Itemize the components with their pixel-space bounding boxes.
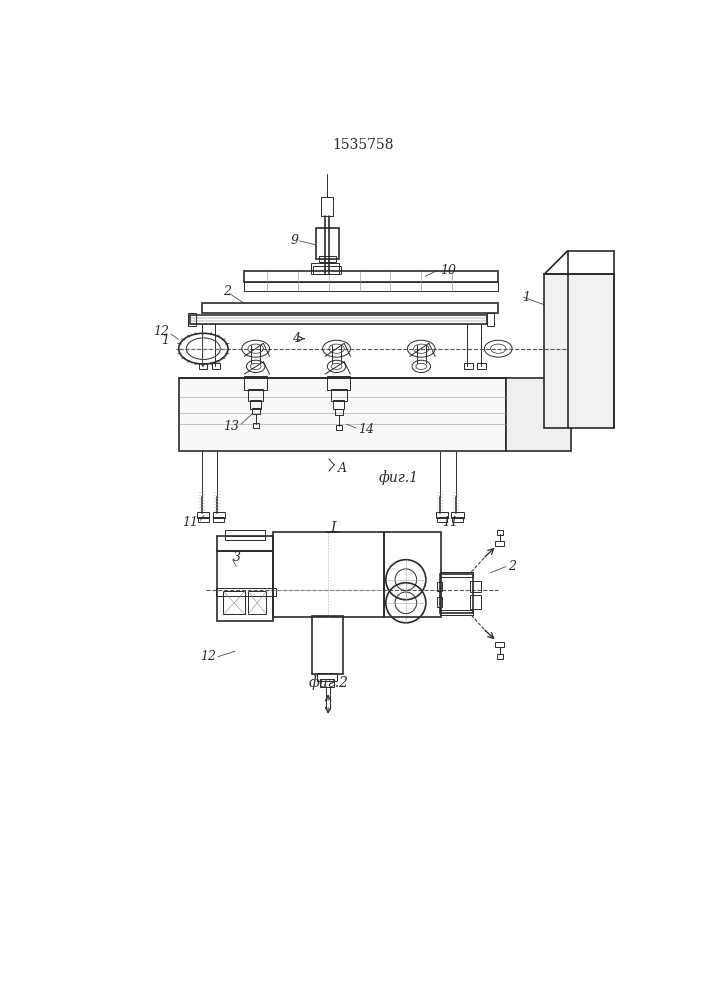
Text: 12: 12 — [153, 325, 170, 338]
Bar — [319, 256, 336, 262]
Bar — [477, 363, 486, 369]
Bar — [438, 582, 442, 591]
Text: 13: 13 — [223, 420, 239, 433]
Text: 9: 9 — [290, 234, 298, 247]
Bar — [273, 532, 385, 617]
Bar — [252, 408, 259, 414]
Bar — [334, 400, 344, 409]
Bar — [198, 517, 209, 522]
Bar — [436, 512, 448, 518]
Bar — [216, 588, 276, 596]
Bar — [385, 532, 441, 617]
Bar — [320, 679, 334, 687]
Text: 2: 2 — [508, 560, 516, 573]
Bar — [506, 378, 571, 451]
Bar — [213, 512, 225, 518]
Bar — [217, 536, 273, 551]
Bar — [190, 315, 486, 324]
Bar — [438, 597, 442, 607]
Text: 1: 1 — [161, 334, 170, 347]
Text: 2: 2 — [223, 285, 231, 298]
Bar — [464, 363, 473, 369]
Bar — [311, 263, 339, 274]
Bar — [201, 303, 498, 312]
Bar — [244, 282, 498, 291]
Bar — [495, 642, 504, 647]
Text: A: A — [338, 462, 347, 475]
Bar — [244, 271, 498, 282]
Bar — [312, 616, 343, 674]
Bar — [486, 312, 494, 326]
Bar — [336, 425, 342, 430]
Bar — [214, 517, 224, 522]
Bar — [451, 512, 464, 518]
Bar — [437, 517, 448, 522]
Bar — [188, 312, 196, 326]
Bar — [223, 591, 245, 614]
Bar — [335, 409, 343, 415]
Bar — [179, 378, 506, 451]
Bar — [316, 228, 339, 259]
Bar — [250, 400, 261, 409]
Text: 4: 4 — [293, 332, 300, 345]
Bar — [252, 423, 259, 428]
Text: 11: 11 — [182, 516, 198, 529]
Bar — [244, 376, 267, 389]
Text: 14: 14 — [358, 423, 374, 436]
Bar — [223, 591, 245, 614]
Text: фиг.2: фиг.2 — [309, 675, 349, 690]
Bar — [317, 673, 337, 681]
Bar — [199, 363, 207, 369]
Bar — [440, 610, 473, 615]
Bar — [544, 274, 614, 428]
Bar — [225, 530, 265, 540]
Bar — [212, 363, 221, 369]
Bar — [440, 574, 473, 613]
Bar — [440, 572, 473, 577]
Text: I: I — [330, 521, 335, 535]
Bar — [197, 512, 209, 518]
Text: 1535758: 1535758 — [332, 138, 394, 152]
Bar — [452, 517, 463, 522]
Bar — [497, 654, 503, 659]
Bar — [497, 530, 503, 535]
Bar — [327, 376, 351, 389]
Bar — [331, 389, 346, 401]
Bar — [217, 551, 273, 620]
Bar — [469, 595, 481, 609]
Text: 12: 12 — [199, 650, 216, 663]
Bar — [313, 266, 341, 274]
Bar — [469, 581, 481, 592]
Text: фиг.1: фиг.1 — [378, 470, 418, 485]
Text: 11: 11 — [443, 516, 459, 529]
Bar — [248, 591, 267, 614]
Text: 1: 1 — [522, 291, 530, 304]
Text: 3: 3 — [233, 551, 240, 564]
Bar — [495, 541, 504, 546]
Text: 10: 10 — [440, 264, 457, 277]
Bar — [248, 389, 264, 401]
